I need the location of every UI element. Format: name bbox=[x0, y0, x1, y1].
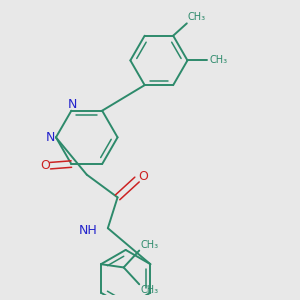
Text: CH₃: CH₃ bbox=[209, 56, 227, 65]
Text: N: N bbox=[46, 131, 56, 144]
Text: O: O bbox=[138, 170, 148, 183]
Text: CH₃: CH₃ bbox=[140, 240, 158, 250]
Text: CH₃: CH₃ bbox=[188, 12, 206, 22]
Text: N: N bbox=[68, 98, 77, 111]
Text: O: O bbox=[40, 159, 50, 172]
Text: NH: NH bbox=[78, 224, 97, 237]
Text: CH₃: CH₃ bbox=[140, 285, 158, 295]
